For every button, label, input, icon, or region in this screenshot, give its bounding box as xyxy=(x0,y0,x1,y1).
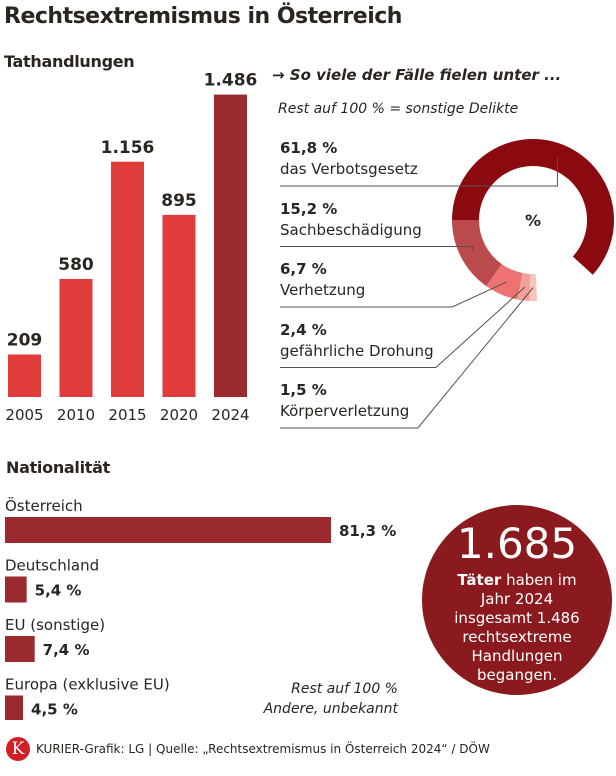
slice-name: Verhetzung xyxy=(280,281,366,299)
callout-bold: Täter xyxy=(457,571,502,589)
leader-line xyxy=(280,286,526,368)
donut-title-text: So viele der Fälle fielen unter ... xyxy=(289,66,562,84)
slice-value: 2,4 % xyxy=(280,320,327,339)
bar-value-label: 7,4 % xyxy=(43,641,90,659)
donut-slice xyxy=(529,273,538,301)
bar-value-label: 580 xyxy=(58,255,94,275)
slice-value: 6,7 % xyxy=(280,260,327,278)
callout-number: 1.685 xyxy=(456,519,578,568)
x-tick-label: 2015 xyxy=(108,406,146,424)
footer: K KURIER-Grafik: LG | Quelle: „Rechtsext… xyxy=(6,737,490,761)
bar xyxy=(5,636,35,662)
leader-line xyxy=(280,281,507,308)
x-tick-label: 2010 xyxy=(57,406,95,424)
slice-name: gefährliche Drohung xyxy=(280,341,434,360)
leader-line xyxy=(280,157,558,187)
bar xyxy=(5,695,24,720)
bar-value-label: 209 xyxy=(7,330,43,350)
nationality-note: Rest auf 100 % Andere, unbekannt xyxy=(240,679,398,719)
page-title: Rechtsextremismus in Österreich xyxy=(4,4,402,29)
callout-circle: 1.685 Täter haben im Jahr 2024 insgesamt… xyxy=(422,505,612,695)
nationality-title: Nationalität xyxy=(6,458,110,477)
category-label: Österreich xyxy=(5,496,83,515)
leader-line xyxy=(280,246,474,252)
donut-label: 61,8 % das Verbotsgesetz xyxy=(280,138,418,180)
bar-chart-title: Tathandlungen xyxy=(4,52,135,71)
arrow-icon: → xyxy=(272,66,290,84)
bar-value-label: 895 xyxy=(161,191,197,211)
note-line: Andere, unbekannt xyxy=(263,701,398,717)
bar xyxy=(8,354,41,397)
x-tick-label: 2005 xyxy=(5,406,43,424)
slice-name: das Verbotsgesetz xyxy=(280,160,418,178)
donut-slice xyxy=(486,264,523,300)
footer-source: KURIER-Grafik: LG | Quelle: „Rechtsextre… xyxy=(36,742,490,756)
bar xyxy=(214,94,247,397)
slice-value: 61,8 % xyxy=(280,139,338,157)
category-label: EU (sonstige) xyxy=(5,616,105,634)
bar-value-label: 1.156 xyxy=(101,138,155,158)
x-tick-label: 2024 xyxy=(211,406,249,424)
bar xyxy=(111,161,144,397)
donut-note: Rest auf 100 % = sonstige Delikte xyxy=(278,101,519,117)
bar xyxy=(5,576,27,603)
bar-value-label: 5,4 % xyxy=(35,582,82,600)
donut-slice xyxy=(452,220,502,287)
bar-value-label: 81,3 % xyxy=(339,522,396,540)
kurier-logo: K xyxy=(6,737,30,761)
category-label: Europa (exklusive EU) xyxy=(5,676,170,694)
note-line: Rest auf 100 % xyxy=(291,681,398,697)
callout-rest: haben im Jahr 2024 insgesamt 1.486 recht… xyxy=(454,571,580,684)
bar-value-label: 1.486 xyxy=(204,71,258,91)
delikte-donut: % xyxy=(280,139,614,429)
leader-line xyxy=(280,287,534,429)
slice-value: 15,2 % xyxy=(280,199,338,218)
donut-label: 15,2 % Sachbeschädigung xyxy=(280,199,422,241)
tathandlungen-chart: 209 2005 580 2010 1.156 2015 895 2020 1.486 2024 xyxy=(5,71,258,424)
donut-label: 2,4 % gefährliche Drohung xyxy=(280,320,434,362)
nationality-chart: Österreich 81,3 % Deutschland 5,4 % EU (sons… xyxy=(5,496,396,720)
slice-name: Sachbeschädigung xyxy=(280,220,422,239)
bar xyxy=(162,214,196,397)
bar-value-label: 4,5 % xyxy=(31,701,78,719)
bar xyxy=(59,278,93,397)
bar xyxy=(5,517,332,543)
donut-label: 1,5 % Körperverletzung xyxy=(280,380,409,422)
callout-text: Täter haben im Jahr 2024 insgesamt 1.486… xyxy=(422,567,612,685)
slice-name: Körperverletzung xyxy=(280,402,410,420)
donut-slice xyxy=(452,139,614,275)
donut-title: → So viele der Fälle fielen unter ... xyxy=(272,66,561,84)
slice-value: 1,5 % xyxy=(280,381,327,399)
donut-label: 6,7 % Verhetzung xyxy=(280,259,365,301)
x-tick-label: 2020 xyxy=(160,406,198,424)
donut-center-label: % xyxy=(525,211,541,230)
category-label: Deutschland xyxy=(5,557,99,575)
